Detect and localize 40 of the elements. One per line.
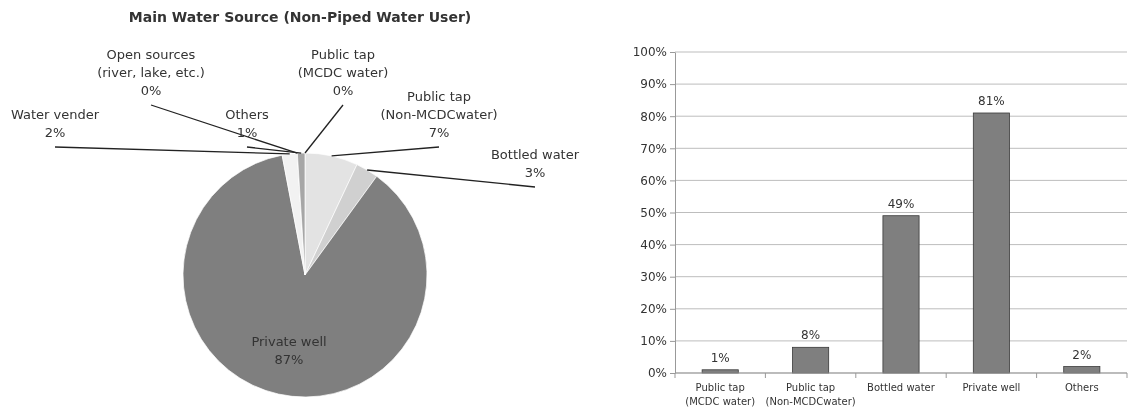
category-label: Public tap (MCDC water) (297, 47, 389, 80)
data-label: 1% (236, 125, 258, 140)
x-tick-label: Public tap (Non-MCDCwater) (765, 382, 856, 407)
y-tick-label: 80% (640, 109, 667, 124)
text: 0% (140, 83, 162, 98)
y-tick-label: 50% (640, 205, 667, 220)
x-tick-label: Bottled water (867, 382, 936, 393)
slice-label: Water vender (10, 107, 100, 122)
x-tick-label: Private well (962, 382, 1021, 393)
data-label: 87% (274, 352, 304, 368)
y-tick-label: 70% (640, 141, 667, 156)
data-label: 49% (887, 196, 915, 211)
slice-label: Private well (251, 334, 327, 350)
data-label: 2% (44, 125, 66, 140)
x-tick-label: Others (1065, 382, 1099, 393)
data-label: 3% (524, 165, 546, 180)
bar (882, 215, 920, 374)
pie-slice (182, 154, 428, 398)
y-tick-label: 10% (640, 334, 667, 349)
slice-label: Bottled water (490, 147, 580, 162)
category-label: Open sources (river, lake, etc.) (97, 47, 205, 80)
slice-label: Public tap (Non-MCDCwater) (380, 89, 498, 122)
y-tick-label: 60% (640, 173, 667, 188)
data-label: 81% (978, 93, 1005, 108)
x-tick-label: Public tap (MCDC water) (685, 382, 756, 407)
y-tick-label: 0% (647, 366, 667, 381)
bar (792, 346, 830, 374)
slice-label: Others (225, 107, 270, 122)
y-tick-label: 100% (632, 45, 667, 60)
data-label: 8% (801, 328, 821, 343)
y-tick-label: 20% (640, 302, 667, 317)
y-tick-label: 90% (640, 77, 667, 92)
data-label: 2% (1072, 347, 1092, 362)
data-label: 1% (710, 350, 730, 365)
y-tick-label: 40% (640, 237, 667, 252)
text: 0% (332, 83, 354, 98)
y-tick-label: 30% (640, 270, 667, 285)
chart-title: Main Water Source (Non-Piped Water User) (128, 9, 472, 25)
bar (972, 112, 1010, 374)
data-label: 7% (428, 125, 450, 140)
